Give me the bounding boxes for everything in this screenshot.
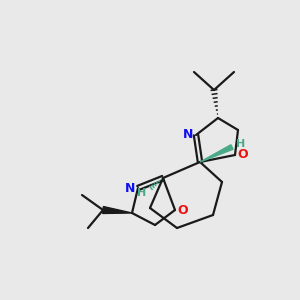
Text: N: N bbox=[183, 128, 193, 142]
Text: H: H bbox=[236, 139, 246, 149]
Text: H: H bbox=[137, 188, 147, 198]
Polygon shape bbox=[103, 206, 132, 214]
Polygon shape bbox=[200, 145, 233, 162]
Text: O: O bbox=[238, 148, 248, 161]
Text: N: N bbox=[125, 182, 135, 194]
Text: O: O bbox=[178, 203, 188, 217]
